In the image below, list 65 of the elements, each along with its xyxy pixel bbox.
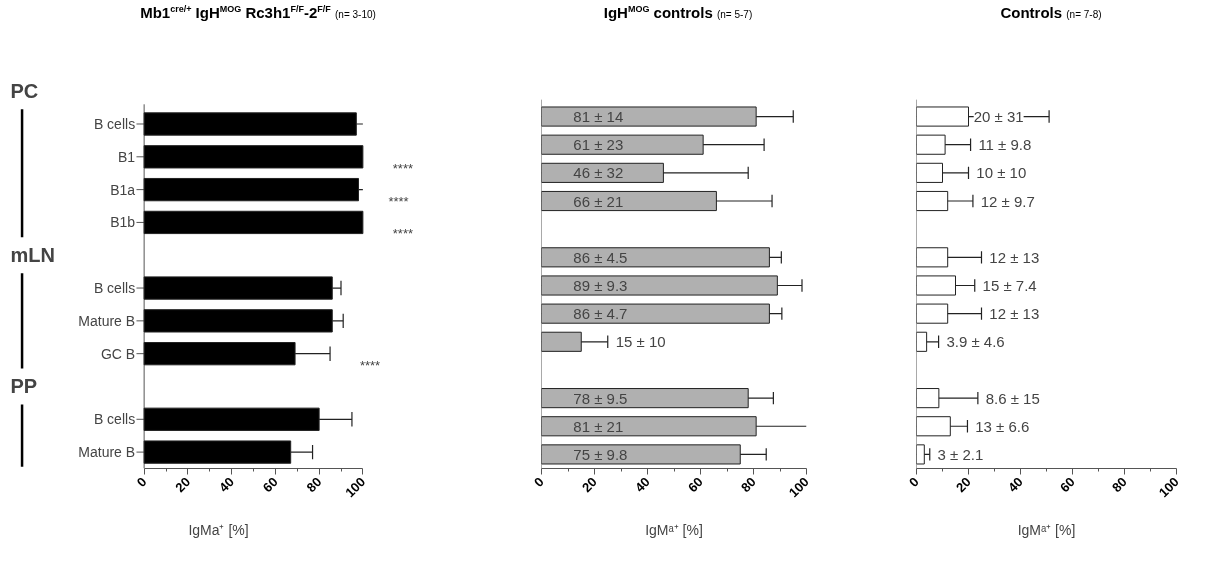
x-tick-label: 40 [216,474,237,496]
data-label: 12 ± 9.7 [980,192,1035,210]
x-tick-label: 20 [952,474,974,496]
y-tick-label: B cells [93,116,136,132]
data-label: 86 ± 4.5 [573,248,628,266]
x-tick-label: 80 [303,474,325,496]
x-tick-label: 40 [631,474,653,496]
x-tick-label: 80 [1108,474,1130,496]
data-label: 12 ± 13 [989,248,1040,266]
data-label: 78 ± 9.5 [573,389,628,407]
annotation: **** [392,160,414,176]
y-tick-label: Mature B [78,312,136,329]
data-label: 11 ± 9.8 [978,136,1032,154]
data-label: 75 ± 9.8 [573,445,628,463]
x-tick-label: 80 [737,474,759,496]
annotation: **** [388,193,409,209]
chart-title: Mb1$^{cre/+}$ IgH$^{MOG}$ Rc3h1$^{F/F}$-2$^{F/F}$ [140,4,331,21]
data-label: 15 ± 10 [615,333,666,351]
text: PP [10,375,38,398]
x-tick-label: 40 [1004,474,1026,496]
data-label: 81 ± 21 [573,417,624,435]
y-tick-label: B1 [118,148,136,165]
x-axis-title: IgMa⁺ [%] [188,522,249,539]
x-axis-title: IgMᵃ⁺ [%] [645,522,703,539]
y-tick-label: Mature B [78,444,136,461]
y-tick-label: B1b [110,214,136,231]
data-label: 12 ± 13 [989,305,1040,323]
annotation: **** [359,357,381,373]
x-tick-label: 60 [684,474,706,496]
x-axis-title: IgMᵃ⁺ [%] [1017,522,1076,539]
data-label: 15 ± 7.4 [982,276,1037,294]
y-tick-label: GC B [100,345,136,362]
x-tick-label: 100 [785,474,812,501]
y-tick-label: B cells [93,280,136,297]
data-label: 89 ± 9.3 [573,276,628,294]
chart-subtitle: (n= 3-10) [334,9,376,20]
x-tick-label: 60 [259,474,281,496]
text: mLN [10,244,55,267]
y-tick-label: B cells [93,411,136,428]
x-tick-label: 20 [578,474,600,496]
data-label: 3 ± 2.1 [937,445,984,463]
text: PC [10,80,39,103]
y-tick-label: B1a [110,181,136,198]
x-tick-label: 0 [133,474,150,490]
data-label: 66 ± 21 [573,192,624,210]
data-label: 81 ± 14 [573,108,624,126]
chart-subtitle: (n= 7-8) [1066,9,1102,20]
data-label: 86 ± 4.7 [573,305,628,323]
x-tick-label: 60 [1056,474,1078,496]
chart-title: Controls [1000,4,1063,21]
data-label: 20 ± 31 [973,108,1024,126]
data-label: 8.6 ± 15 [985,389,1040,407]
chart-subtitle: (n= 5-7) [716,9,753,20]
data-label: 13 ± 6.6 [975,417,1030,435]
chart-title: IgH$^{MOG}$ controls [603,4,713,21]
x-tick-label: 20 [172,474,194,496]
x-tick-label: 100 [1155,474,1182,501]
data-label: 46 ± 32 [573,164,624,182]
data-label: 10 ± 10 [976,164,1027,182]
annotation: **** [392,226,414,242]
data-label: 61 ± 23 [573,136,624,154]
x-tick-label: 100 [342,474,369,501]
data-label: 3.9 ± 4.6 [946,333,1005,351]
x-tick-label: 0 [906,474,922,490]
x-tick-label: 0 [531,474,547,490]
